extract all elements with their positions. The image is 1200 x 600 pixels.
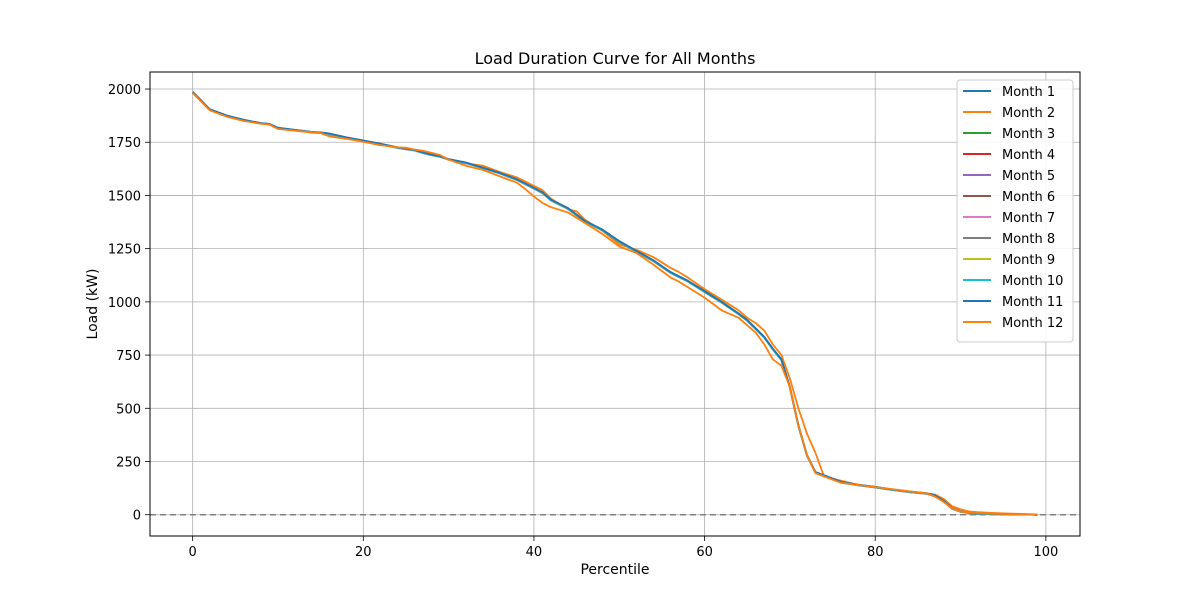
legend-label: Month 6: [1002, 190, 1055, 205]
y-tick-label: 1500: [108, 189, 141, 204]
x-tick-label: 80: [867, 545, 884, 560]
grid: [150, 72, 1080, 536]
x-axis: 0 20 40 60 80 100: [189, 536, 1058, 560]
plot-frame: [149, 71, 1081, 537]
y-tick-label: 250: [116, 456, 141, 471]
x-tick-label: 40: [526, 545, 543, 560]
legend-label: Month 8: [1002, 232, 1055, 247]
legend-label: Month 5: [1002, 169, 1055, 184]
y-tick-label: 0: [133, 509, 141, 524]
y-tick-label: 750: [116, 349, 141, 364]
legend-label: Month 1: [1002, 85, 1055, 100]
legend-label: Month 2: [1002, 106, 1055, 121]
y-tick-label: 500: [116, 402, 141, 417]
legend-label: Month 3: [1002, 127, 1055, 142]
y-tick-label: 1250: [108, 243, 141, 258]
y-axis-label: Load (kW): [85, 269, 101, 340]
x-tick-label: 100: [1033, 545, 1058, 560]
x-tick-label: 20: [355, 545, 372, 560]
legend-label: Month 9: [1002, 253, 1055, 268]
x-axis-label: Percentile: [580, 562, 649, 578]
chart-title: Load Duration Curve for All Months: [475, 49, 756, 68]
legend-label: Month 10: [1002, 274, 1063, 289]
x-tick-label: 0: [189, 545, 197, 560]
y-axis: 0 250 500 750 1000 1250 1500 1750 2000: [108, 83, 150, 524]
legend-label: Month 4: [1002, 148, 1055, 163]
series-layer: [192, 90, 1038, 516]
legend-label: Month 7: [1002, 211, 1055, 226]
legend: Month 1 Month 2 Month 3 Month 4 Month 5 Month…: [956, 79, 1074, 343]
legend-label: Month 11: [1002, 295, 1063, 310]
y-tick-label: 1750: [108, 136, 141, 151]
legend-box: [956, 79, 1074, 343]
legend-label: Month 12: [1002, 316, 1063, 331]
x-tick-label: 60: [696, 545, 713, 560]
y-tick-label: 1000: [108, 296, 141, 311]
series-line-month-12: [192, 92, 1038, 516]
y-tick-label: 2000: [108, 83, 141, 98]
